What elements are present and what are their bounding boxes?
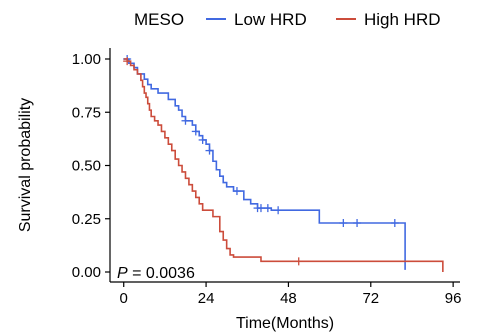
censor-mark-low-hrd [274,206,283,215]
censor-mark-high-hrd [294,257,303,266]
y-tick-label: 0.50 [72,158,101,175]
censor-mark-low-hrd [256,204,265,213]
x-tick-label: 24 [198,290,215,307]
legend-title: MESO [134,10,184,29]
p-value-italic: P [117,265,128,282]
y-ticks: 0.00 0.25 0.50 0.75 1.00 [72,51,110,281]
x-axis-title: Time(Months) [236,315,334,332]
censor-mark-low-hrd [232,187,241,196]
y-axis-title: Survival probability [17,98,34,232]
survival-line-high-hrd [123,58,444,272]
censor-mark-high-hrd [123,57,132,66]
legend-label-low-hrd: Low HRD [234,10,307,29]
legend-label-high-hrd: High HRD [364,10,441,29]
censor-mark-low-hrd [263,204,272,213]
censor-mark-low-hrd [353,219,362,228]
censor-mark-low-hrd [191,127,200,136]
survival-line-low-hrd [123,58,406,270]
p-value-text: = 0.0036 [128,265,195,282]
y-tick-label: 0.00 [72,264,101,281]
y-tick-label: 0.75 [72,104,101,121]
x-tick-label: 48 [280,290,297,307]
legend: MESO Low HRD High HRD [134,10,441,29]
x-ticks: 0 24 48 72 96 [120,282,462,307]
censor-mark-low-hrd [339,219,348,228]
censor-mark-low-hrd [198,135,207,144]
axes [109,48,460,283]
censor-mark-low-hrd [390,219,399,228]
p-value-annotation: P = 0.0036 [117,265,195,282]
x-tick-label: 0 [120,290,128,307]
y-tick-label: 1.00 [72,51,101,68]
y-tick-label: 0.25 [72,211,101,228]
x-tick-label: 96 [445,290,462,307]
censor-mark-low-hrd [205,146,214,155]
x-tick-label: 72 [362,290,379,307]
censor-mark-low-hrd [181,116,190,125]
survival-curves [123,55,444,272]
